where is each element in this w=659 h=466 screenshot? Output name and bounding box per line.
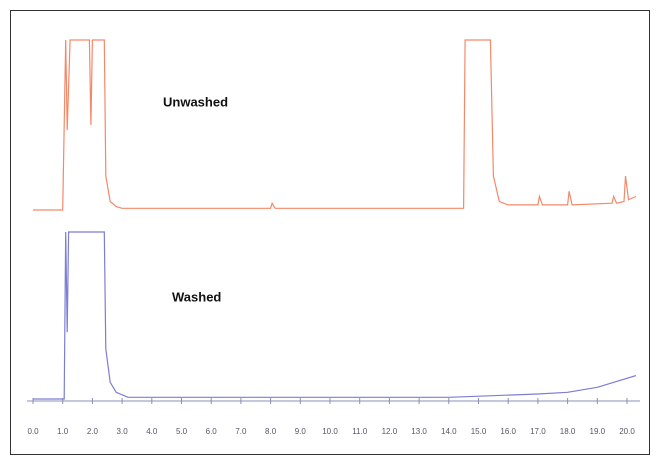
x-tick-label: 1.0 <box>57 427 69 436</box>
x-tick-label: 11.0 <box>352 427 368 436</box>
x-tick-label: 12.0 <box>382 427 398 436</box>
x-tick-label: 7.0 <box>235 427 247 436</box>
x-tick-label: 6.0 <box>206 427 218 436</box>
trace <box>33 39 637 211</box>
x-tick-label: 0.0 <box>27 427 39 436</box>
x-tick-label: 17.0 <box>530 427 546 436</box>
x-tick-label: 8.0 <box>265 427 277 436</box>
trace <box>33 231 637 400</box>
frame <box>10 10 650 455</box>
x-tick-label: 4.0 <box>146 427 158 436</box>
x-tick-label: 16.0 <box>500 427 516 436</box>
x-tick-label: 2.0 <box>87 427 99 436</box>
x-tick-label: 10.0 <box>322 427 338 436</box>
x-tick-label: 5.0 <box>176 427 188 436</box>
x-tick-label: 9.0 <box>295 427 307 436</box>
x-tick-label: 19.0 <box>590 427 606 436</box>
x-tick-label: 15.0 <box>471 427 487 436</box>
x-tick-label: 18.0 <box>560 427 576 436</box>
trace-label: Unwashed <box>163 94 228 109</box>
x-tick-label: 13.0 <box>411 427 427 436</box>
trace-label: Washed <box>172 289 221 304</box>
x-tick-label: 14.0 <box>441 427 457 436</box>
x-tick-label: 3.0 <box>117 427 129 436</box>
x-tick-label: 20.0 <box>619 427 635 436</box>
